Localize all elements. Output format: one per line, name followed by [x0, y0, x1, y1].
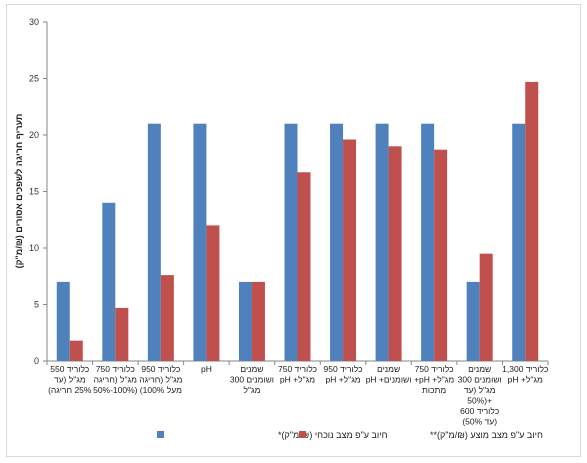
x-category-label-line: מג"ל (חריגה: [139, 375, 182, 385]
y-axis-title-group: תעריף חריגה לשפכים אסורים (₪/מ"ק): [14, 114, 24, 269]
y-tick-label: 10: [29, 243, 39, 253]
x-category-label-line: מג"ל+ pH: [280, 375, 315, 385]
x-category-label-line: כלוריד 600: [460, 406, 499, 416]
y-axis-title: תעריף חריגה לשפכים אסורים (₪/מ"ק): [14, 114, 24, 269]
x-category-label-line: מג"ל+ pH: [508, 375, 543, 385]
bar-series-0-cat-9: [466, 281, 480, 361]
x-category-label: כלוריד 750 מג"ל+ pH: [278, 364, 317, 385]
y-tick-label: 30: [29, 17, 39, 27]
x-category-label: כלוריד 1,300 מג"ל+ pH: [502, 364, 548, 385]
x-category-label-line: שמנים: [240, 364, 263, 374]
x-category-label: כלוריד 550 מג"ל (עד 25% חריגה): [48, 364, 92, 395]
legend-swatch-current: [157, 431, 164, 438]
bar-series-0-cat-0: [56, 281, 70, 361]
x-category-label: שמנים ושומנים+ pH: [366, 364, 412, 385]
bar-series-1-cat-0: [69, 340, 83, 361]
x-category-label-line: מעל 100%): [140, 385, 182, 395]
x-category-label-line: מג"ל+ pH+: [414, 375, 454, 385]
x-category-label-line: כלוריד 750: [278, 364, 317, 374]
y-ticks: 0 5 10 15 20 25 30: [29, 17, 47, 366]
bar-series-0-cat-2: [147, 123, 161, 361]
bar-series-1-cat-6: [343, 139, 357, 361]
bar-series-0-cat-10: [512, 123, 526, 361]
x-category-label-line: ושומנים 300: [458, 375, 502, 385]
bar-series-1-cat-8: [434, 149, 448, 361]
x-category-label-line: מג"ל (עד: [54, 375, 86, 385]
x-category-label-line: כלוריד 1,300: [502, 364, 548, 374]
x-category-label-line: שמנים: [468, 364, 491, 374]
legend-label-current: חיוב ע"פ מצב נוכחי (₪/מ"ק)*: [278, 430, 388, 440]
x-category-label-line: שמנים: [377, 364, 400, 374]
x-category-label: כלוריד 950 מג"ל (חריגה מעל 100%): [139, 364, 182, 395]
x-category-label-line: כלוריד 750: [96, 364, 135, 374]
x-category-label-line: מג"ל (חריגה: [94, 375, 137, 385]
legend-label-proposed: חיוב ע"פ מצב מוצע (₪/מ"ק)**: [430, 430, 543, 440]
x-category-label-line: ושומנים 300: [230, 375, 274, 385]
bar-series-1-cat-3: [206, 225, 220, 361]
x-category-label-line: ושומנים+ pH: [366, 375, 412, 385]
bar-series-0-cat-4: [238, 281, 252, 361]
x-category-labels: כלוריד 550 מג"ל (עד 25% חריגה)כלוריד 750 מג…: [48, 364, 548, 427]
x-category-label: כלוריד 750 מג"ל (חריגה 50%-100%): [93, 364, 138, 395]
x-category-label-line: מתכות: [422, 385, 446, 395]
x-category-label-line: 50%)+: [467, 396, 492, 406]
bar-series-0-cat-8: [421, 123, 435, 361]
bar-series-1-cat-5: [297, 172, 311, 361]
x-category-label: כלוריד 950 מג"ל+ pH: [324, 364, 363, 385]
x-category-label-line: pH: [201, 364, 212, 374]
y-tick-label: 15: [29, 187, 39, 197]
bar-series-1-cat-10: [525, 81, 539, 361]
bar-series-0-cat-6: [330, 123, 344, 361]
legend-item-proposed: חיוב ע"פ מצב מוצע (₪/מ"ק)**: [299, 430, 543, 440]
x-category-label-line: 50%-100%): [93, 385, 138, 395]
bar-series-1-cat-2: [160, 275, 174, 361]
bar-series-1-cat-9: [479, 253, 493, 361]
bar-series-0-cat-3: [193, 123, 207, 361]
x-category-label-line: כלוריד 950: [324, 364, 363, 374]
bar-series-0-cat-7: [375, 123, 389, 361]
y-tick-label: 5: [34, 300, 39, 310]
legend-swatch-proposed: [299, 431, 306, 438]
x-category-label-line: מג"ל+ pH: [325, 375, 360, 385]
x-category-label-line: (עד 50%): [462, 417, 497, 427]
x-category-label: שמנים ושומנים 300 מג"ל: [230, 364, 274, 395]
legend: חיוב ע"פ מצב נוכחי (₪/מ"ק)* חיוב ע"פ מצב…: [157, 430, 543, 440]
x-category-label: pH: [201, 364, 212, 374]
y-tick-label: 0: [34, 356, 39, 366]
bar-series-0-cat-1: [102, 202, 116, 361]
bar-series-1-cat-7: [388, 146, 402, 361]
x-category-label-line: 25% חריגה): [48, 385, 92, 395]
bar-series-1-cat-1: [115, 307, 129, 361]
x-category-label-line: כלוריד 950: [141, 364, 180, 374]
x-category-label-line: כלוריד 550: [50, 364, 89, 374]
y-tick-label: 20: [29, 130, 39, 140]
legend-item-current: חיוב ע"פ מצב נוכחי (₪/מ"ק)*: [157, 430, 388, 440]
bar-series-1-cat-4: [251, 281, 265, 361]
bars: [56, 81, 539, 361]
bar-series-0-cat-5: [284, 123, 298, 361]
y-tick-label: 25: [29, 74, 39, 84]
x-category-label: כלוריד 750 מג"ל+ pH+ מתכות: [414, 364, 454, 395]
x-category-label-line: מג"ל: [243, 385, 260, 395]
x-category-label: שמנים ושומנים 300 מג"ל (עד 50%)+ כלוריד 600(…: [458, 364, 502, 427]
x-category-label-line: כלוריד 750: [415, 364, 454, 374]
x-category-label-line: מג"ל (עד: [464, 385, 496, 395]
